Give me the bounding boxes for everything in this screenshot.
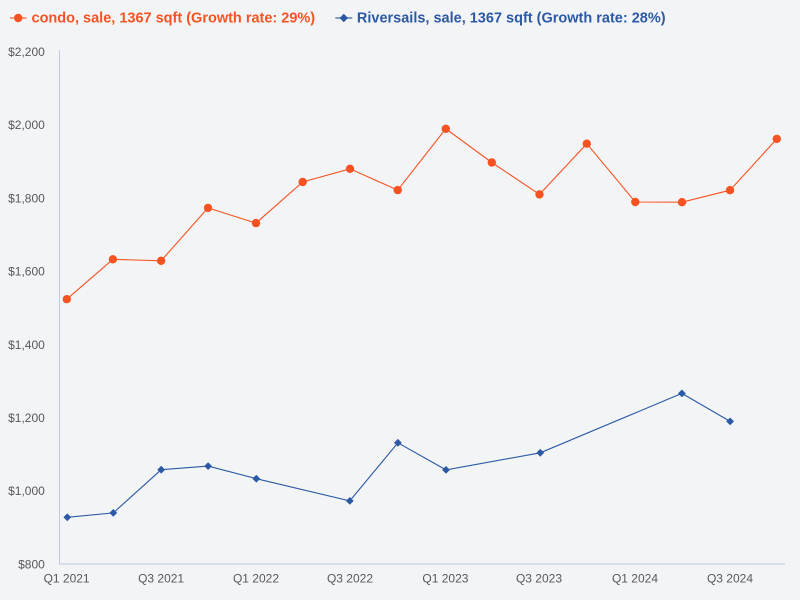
svg-text:Q1 2023: Q1 2023 — [422, 572, 468, 586]
svg-text:Q1 2022: Q1 2022 — [233, 572, 279, 586]
svg-text:Riversails, sale, 1367 sqft (G: Riversails, sale, 1367 sqft (Growth rate… — [357, 11, 666, 27]
svg-text:Q3 2022: Q3 2022 — [327, 572, 373, 586]
svg-text:$1,400: $1,400 — [8, 338, 45, 352]
svg-text:condo, sale, 1367 sqft (Growth: condo, sale, 1367 sqft (Growth rate: 29%… — [32, 11, 316, 27]
svg-text:$1,200: $1,200 — [8, 411, 45, 425]
svg-text:$1,600: $1,600 — [8, 265, 45, 279]
svg-text:Q3 2024: Q3 2024 — [707, 572, 753, 586]
svg-text:Q1 2021: Q1 2021 — [44, 572, 90, 586]
svg-text:$2,000: $2,000 — [8, 118, 45, 132]
svg-text:Q3 2023: Q3 2023 — [516, 572, 562, 586]
svg-text:$800: $800 — [18, 557, 45, 571]
svg-text:$2,200: $2,200 — [8, 45, 45, 59]
svg-text:Q1 2024: Q1 2024 — [612, 572, 658, 586]
svg-text:$1,000: $1,000 — [8, 484, 45, 498]
svg-text:$1,800: $1,800 — [8, 191, 45, 205]
svg-text:Q3 2021: Q3 2021 — [138, 572, 184, 586]
